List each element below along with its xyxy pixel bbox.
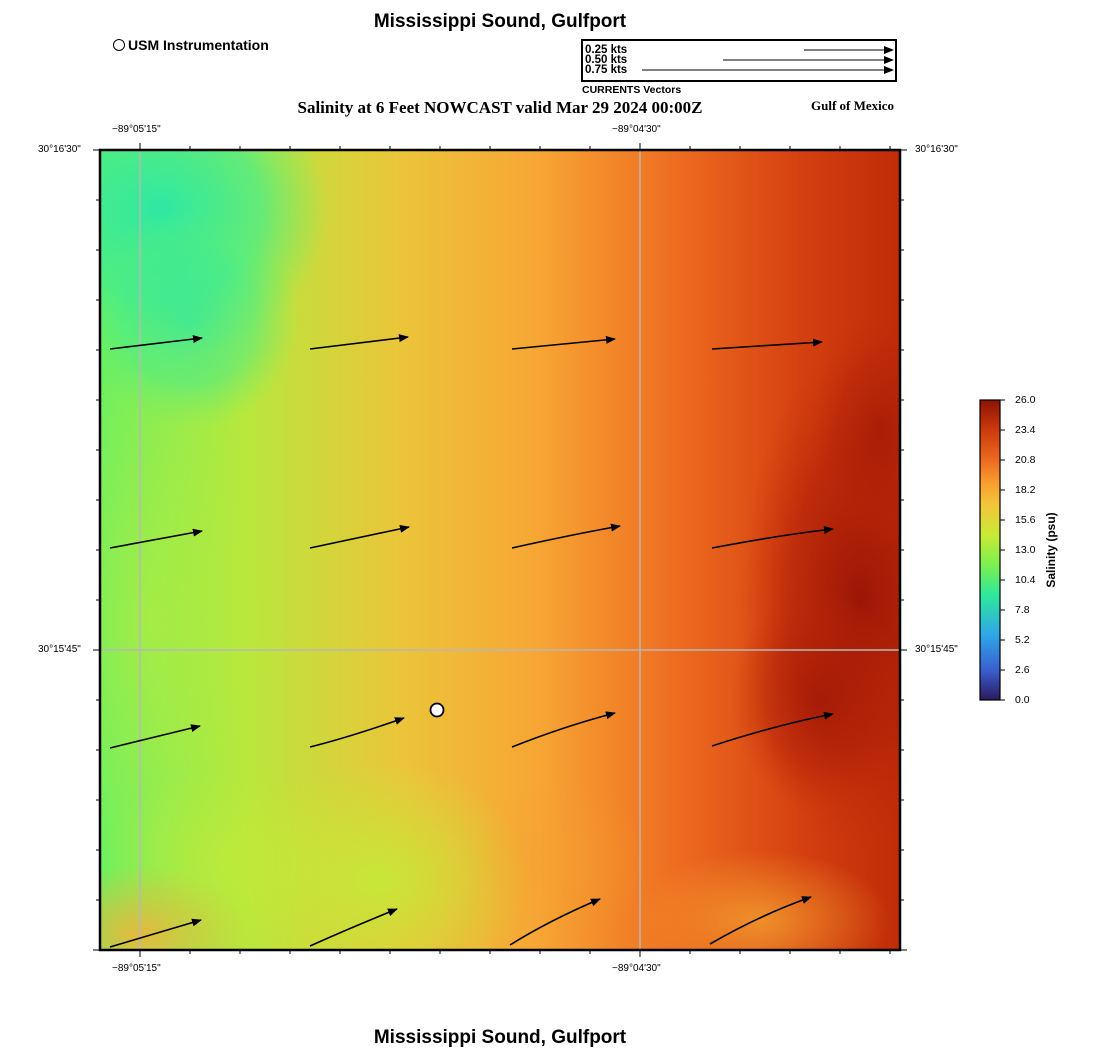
current-vector [109, 724, 201, 749]
map-title: Salinity at 6 Feet NOWCAST valid Mar 29 … [297, 98, 703, 117]
colorbar-tick: 10.4 [1015, 574, 1036, 586]
current-vector [709, 896, 812, 945]
current-vector [309, 908, 398, 947]
top-title: Mississippi Sound, Gulfport [373, 11, 627, 32]
current-vector [309, 717, 405, 748]
current-vector [511, 523, 621, 549]
colorbar-tick: 23.4 [1015, 424, 1036, 436]
colorbar [979, 399, 1005, 701]
current-vector [711, 338, 823, 350]
colorbar-tick: 15.6 [1015, 514, 1036, 526]
station-marker-icon [113, 39, 125, 51]
region-label: Gulf of Mexico [811, 98, 895, 113]
lat-label-right-2: 30°15'45" [915, 644, 958, 655]
colorbar-tick: 18.2 [1015, 484, 1036, 496]
bottom-title: Mississippi Sound, Gulfport [373, 1027, 627, 1048]
station-legend: USM Instrumentation [113, 37, 269, 53]
vector-scale-arrows [642, 46, 894, 74]
current-vector [309, 334, 409, 350]
graticule [100, 150, 900, 950]
lat-label-left-2: 30°15'45" [38, 644, 81, 655]
lon-label-top-2: −89°04'30" [612, 124, 661, 135]
current-vector [109, 335, 203, 350]
current-vector [511, 335, 616, 350]
current-vector [711, 711, 834, 747]
lon-label-bottom-2: −89°04'30" [612, 963, 661, 974]
lon-label-top-1: −89°05'15" [112, 124, 161, 135]
current-vector [511, 711, 616, 748]
usm-station-marker[interactable] [429, 702, 445, 718]
vector-scale-label-1: 0.25 kts [585, 44, 628, 56]
salinity-field [100, 150, 900, 950]
current-vector [109, 918, 202, 948]
colorbar-title: Salinity (psu) [1044, 512, 1058, 588]
station-legend-label: USM Instrumentation [128, 37, 269, 53]
vector-scale-title: CURRENTS Vectors [582, 84, 682, 96]
current-vectors [109, 334, 834, 948]
current-vector [309, 524, 410, 549]
colorbar-tick: 5.2 [1015, 634, 1030, 646]
current-vector [109, 528, 203, 549]
current-vector [509, 898, 601, 946]
lat-label-right-1: 30°16'30" [915, 144, 958, 155]
colorbar-tick: 2.6 [1015, 664, 1030, 676]
lat-label-left-1: 30°16'30" [38, 144, 81, 155]
colorbar-tick: 0.0 [1015, 694, 1030, 706]
current-vector [711, 526, 834, 549]
vector-scale-label-2: 0.50 kts [585, 54, 628, 66]
frame-ticks [93, 143, 907, 957]
colorbar-tick: 13.0 [1015, 544, 1036, 556]
lon-label-bottom-1: −89°05'15" [112, 963, 161, 974]
colorbar-tick: 26.0 [1015, 394, 1036, 406]
colorbar-tick: 7.8 [1015, 604, 1030, 616]
vector-scale-label-3: 0.75 kts [585, 64, 628, 76]
colorbar-tick: 20.8 [1015, 454, 1036, 466]
